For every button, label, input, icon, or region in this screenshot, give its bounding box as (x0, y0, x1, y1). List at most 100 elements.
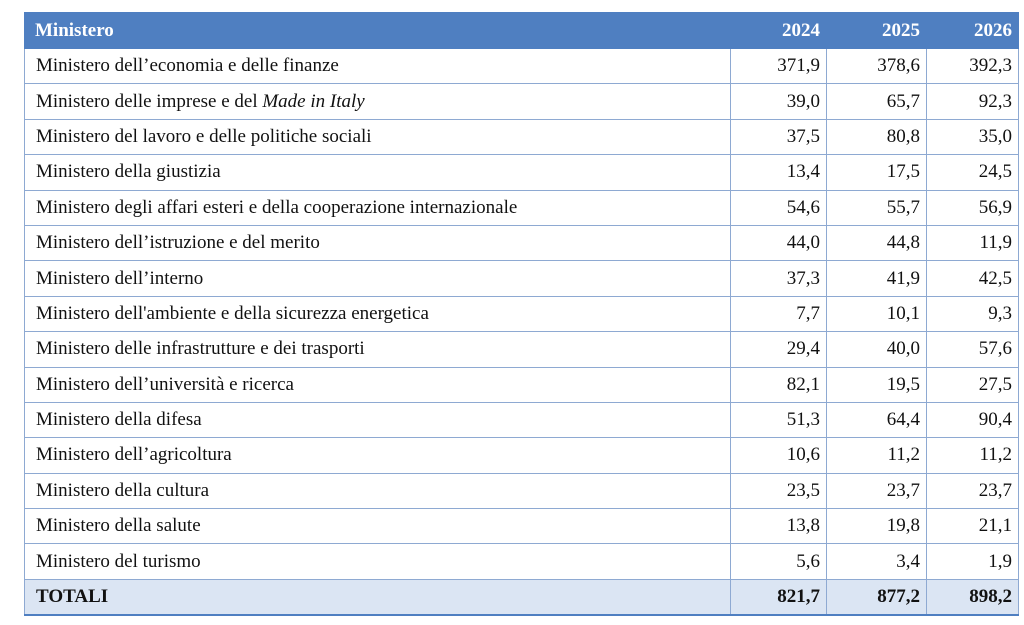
value-2026: 11,9 (926, 224, 1019, 262)
ministry-name: Ministero del lavoro e delle politiche s… (24, 118, 731, 156)
value-2024: 51,3 (730, 401, 827, 439)
value-2026: 24,5 (926, 154, 1019, 191)
value-2026: 9,3 (926, 295, 1019, 333)
table-row: Ministero della giustizia 13,4 17,5 24,5 (24, 154, 1019, 191)
value-2024: 82,1 (730, 366, 827, 403)
table-row: Ministero della difesa 51,3 64,4 90,4 (24, 401, 1019, 439)
value-2024: 37,3 (730, 260, 827, 297)
value-2024: 13,4 (730, 154, 827, 191)
ministry-name: Ministero della cultura (24, 472, 731, 510)
ministry-name: Ministero dell’economia e delle finanze (24, 47, 731, 85)
ministry-name-text: Ministero dell’istruzione e del merito (36, 232, 320, 254)
value-2026: 42,5 (926, 260, 1019, 297)
value-2024: 5,6 (730, 543, 827, 580)
value-2026: 35,0 (926, 118, 1019, 156)
ministry-name: Ministero della difesa (24, 401, 731, 439)
ministry-name: Ministero dell'ambiente e della sicurezz… (24, 295, 731, 333)
value-2025: 65,7 (826, 83, 927, 120)
value-2026: 1,9 (926, 543, 1019, 580)
header-year-2025: 2025 (826, 12, 927, 49)
value-2025: 55,7 (826, 189, 927, 226)
value-2024: 13,8 (730, 508, 827, 545)
value-2026: 23,7 (926, 472, 1019, 510)
totals-2024: 821,7 (730, 578, 827, 616)
value-2026: 90,4 (926, 401, 1019, 439)
table-row: Ministero del turismo 5,6 3,4 1,9 (24, 543, 1019, 580)
totals-row: TOTALI 821,7 877,2 898,2 (24, 578, 1019, 616)
header-ministry: Ministero (24, 12, 731, 49)
value-2025: 80,8 (826, 118, 927, 156)
ministry-name: Ministero dell’interno (24, 260, 731, 297)
value-2024: 29,4 (730, 331, 827, 368)
value-2025: 19,8 (826, 508, 927, 545)
table-row: Ministero della salute 13,8 19,8 21,1 (24, 508, 1019, 545)
value-2024: 23,5 (730, 472, 827, 510)
ministry-budget-table: Ministero 2024 2025 2026 Ministero dell’… (24, 12, 1019, 616)
ministry-name-text: Ministero della cultura (36, 479, 210, 501)
value-2025: 44,8 (826, 224, 927, 262)
value-2024: 10,6 (730, 437, 827, 474)
ministry-name-text: Ministero delle infrastrutture e dei tra… (36, 338, 365, 360)
ministry-name-text: Ministero dell’interno (36, 267, 204, 289)
table-row: Ministero del lavoro e delle politiche s… (24, 118, 1019, 156)
value-2026: 57,6 (926, 331, 1019, 368)
table-row: Ministero delle infrastrutture e dei tra… (24, 331, 1019, 368)
value-2024: 37,5 (730, 118, 827, 156)
value-2026: 21,1 (926, 508, 1019, 545)
ministry-name: Ministero dell’agricoltura (24, 437, 731, 474)
ministry-name: Ministero del turismo (24, 543, 731, 580)
ministry-name-text: Ministero della giustizia (36, 161, 221, 183)
ministry-name: Ministero delle imprese e del Made in It… (24, 83, 731, 120)
table-row: Ministero dell’agricoltura 10,6 11,2 11,2 (24, 437, 1019, 474)
value-2024: 54,6 (730, 189, 827, 226)
ministry-name-text: Ministero della salute (36, 515, 201, 537)
value-2025: 17,5 (826, 154, 927, 191)
value-2026: 92,3 (926, 83, 1019, 120)
value-2026: 392,3 (926, 47, 1019, 85)
totals-2026: 898,2 (926, 578, 1019, 616)
ministry-name: Ministero dell’università e ricerca (24, 366, 731, 403)
ministry-name: Ministero della salute (24, 508, 731, 545)
ministry-name: Ministero degli affari esteri e della co… (24, 189, 731, 226)
value-2024: 371,9 (730, 47, 827, 85)
ministry-name-text: Ministero del lavoro e delle politiche s… (36, 125, 372, 147)
value-2024: 44,0 (730, 224, 827, 262)
header-year-2026: 2026 (926, 12, 1019, 49)
ministry-name-text: Ministero dell’economia e delle finanze (36, 55, 339, 77)
table-row: Ministero dell'ambiente e della sicurezz… (24, 295, 1019, 333)
ministry-name-text: Ministero dell’università e ricerca (36, 373, 294, 395)
table-row: Ministero delle imprese e del Made in It… (24, 83, 1019, 120)
table-row: Ministero dell’istruzione e del merito 44… (24, 224, 1019, 262)
value-2025: 19,5 (826, 366, 927, 403)
value-2025: 3,4 (826, 543, 927, 580)
value-2025: 64,4 (826, 401, 927, 439)
ministry-name-text: Ministero dell’agricoltura (36, 444, 232, 466)
ministry-name-italic: Made in Italy (262, 90, 365, 112)
table-body: Ministero dell’economia e delle finanze 3… (24, 47, 1019, 580)
value-2025: 378,6 (826, 47, 927, 85)
header-year-2024: 2024 (730, 12, 827, 49)
value-2025: 40,0 (826, 331, 927, 368)
header-row: Ministero 2024 2025 2026 (24, 12, 1019, 49)
value-2025: 23,7 (826, 472, 927, 510)
table-row: Ministero dell’università e ricerca 82,1 1… (24, 366, 1019, 403)
value-2025: 10,1 (826, 295, 927, 333)
ministry-name: Ministero dell’istruzione e del merito (24, 224, 731, 262)
table-row: Ministero dell’economia e delle finanze 3… (24, 47, 1019, 85)
ministry-name-text: Ministero della difesa (36, 409, 202, 431)
value-2026: 56,9 (926, 189, 1019, 226)
value-2024: 39,0 (730, 83, 827, 120)
totals-label: TOTALI (24, 578, 731, 616)
value-2024: 7,7 (730, 295, 827, 333)
ministry-name-text: Ministero del turismo (36, 550, 201, 572)
table-row: Ministero dell’interno 37,3 41,9 42,5 (24, 260, 1019, 297)
table-row: Ministero della cultura 23,5 23,7 23,7 (24, 472, 1019, 510)
ministry-name: Ministero della giustizia (24, 154, 731, 191)
value-2026: 27,5 (926, 366, 1019, 403)
value-2025: 41,9 (826, 260, 927, 297)
ministry-name: Ministero delle infrastrutture e dei tra… (24, 331, 731, 368)
value-2025: 11,2 (826, 437, 927, 474)
ministry-name-text: Ministero dell'ambiente e della sicurezz… (36, 302, 429, 324)
ministry-name-text: Ministero degli affari esteri e della co… (36, 196, 518, 218)
value-2026: 11,2 (926, 437, 1019, 474)
